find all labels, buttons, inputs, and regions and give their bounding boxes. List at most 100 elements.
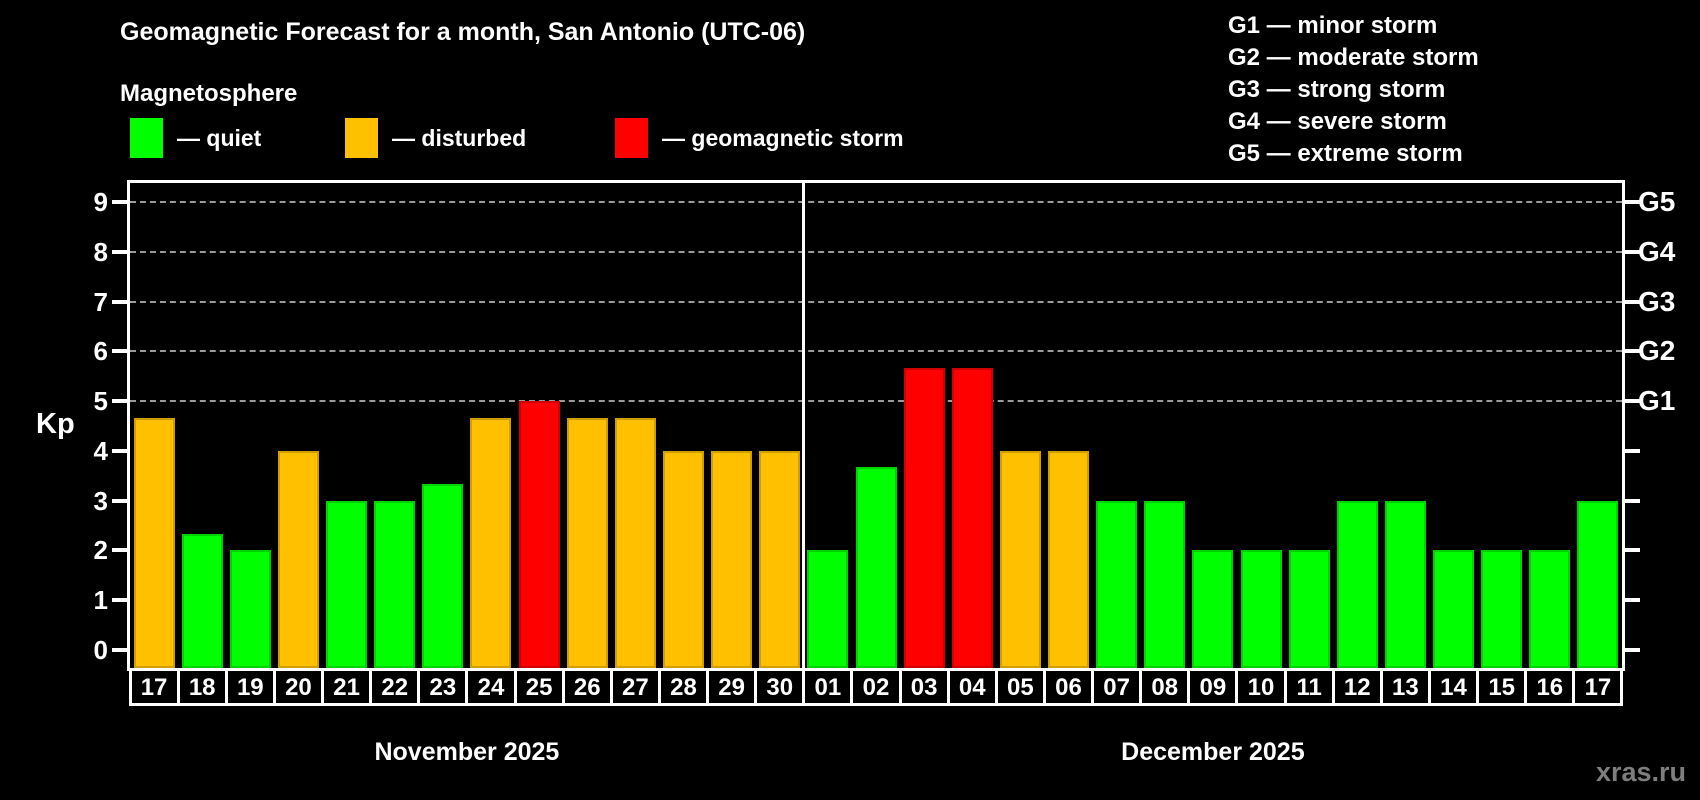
day-label-29: 16 (1524, 668, 1576, 706)
left-tick-kp2 (112, 548, 127, 553)
bar-day-10 (1240, 550, 1282, 668)
left-tick-kp7 (112, 299, 127, 304)
legend-label-quiet: — quiet (177, 124, 262, 151)
bar-day-25 (518, 401, 560, 668)
watermark: xras.ru (1595, 757, 1686, 787)
g-axis-label-g1: G1 (1638, 385, 1676, 417)
bar-day-06 (1048, 450, 1090, 668)
day-label-24: 11 (1283, 668, 1335, 706)
bar-day-02 (855, 467, 897, 668)
g-scale-legend: G1 — minor storm G2 — moderate storm G3 — … (1228, 10, 1479, 170)
legend-label-storm: — geomagnetic storm (662, 124, 904, 151)
day-label-9: 26 (561, 668, 613, 706)
day-label-11: 28 (657, 668, 710, 706)
day-label-23: 10 (1235, 668, 1287, 706)
y-tick-label-6: 6 (93, 336, 108, 367)
bar-day-04 (951, 367, 993, 668)
month-label-december: December 2025 (1121, 738, 1305, 766)
y-tick-label-9: 9 (93, 186, 108, 217)
gridline-kp6 (130, 350, 1622, 353)
y-tick-label-8: 8 (93, 236, 108, 267)
g-axis-label-g4: G4 (1638, 235, 1676, 267)
month-label-november: November 2025 (374, 738, 560, 766)
day-label-14: 01 (802, 668, 854, 706)
day-label-30: 17 (1572, 668, 1624, 706)
day-label-6: 23 (417, 668, 469, 706)
g-legend-line-2: G2 — moderate storm (1228, 44, 1479, 71)
day-label-10: 27 (609, 668, 661, 706)
month-separator (802, 183, 806, 668)
g-legend-line-4: G4 — severe storm (1228, 108, 1447, 135)
day-label-2: 19 (224, 668, 276, 706)
right-tick-kp0 (1625, 648, 1640, 652)
day-label-26: 13 (1379, 668, 1431, 706)
legend-item-storm: — geomagnetic storm (615, 118, 904, 158)
right-tick-kp7 (1625, 299, 1640, 304)
left-tick-kp8 (112, 249, 127, 254)
quiet-color-swatch (130, 118, 163, 158)
right-tick-kp9 (1625, 199, 1640, 204)
gridline-kp9 (130, 200, 1622, 203)
right-tick-kp1 (1625, 598, 1640, 603)
left-tick-kp3 (112, 498, 127, 503)
day-label-3: 20 (272, 668, 324, 706)
bar-day-05 (999, 450, 1041, 668)
chart-title: Geomagnetic Forecast for a month, San An… (120, 18, 806, 46)
day-label-22: 09 (1187, 668, 1239, 706)
plot-area (112, 180, 1640, 671)
day-label-27: 14 (1427, 668, 1480, 706)
right-tick-kp5 (1625, 399, 1640, 404)
left-tick-kp6 (112, 349, 127, 354)
bar-day-15 (1481, 550, 1523, 668)
day-label-0: 17 (128, 668, 180, 706)
day-label-8: 25 (513, 668, 565, 706)
left-tick-kp1 (112, 598, 127, 603)
bar-day-07 (1096, 500, 1138, 668)
day-label-21: 08 (1139, 668, 1191, 706)
bar-day-21 (326, 500, 368, 668)
legend-label-disturbed: — disturbed (392, 124, 527, 151)
y-tick-label-7: 7 (93, 286, 108, 317)
bar-day-18 (181, 534, 223, 668)
bar-day-14 (1433, 550, 1475, 668)
day-label-19: 06 (1042, 668, 1095, 706)
gridline-kp8 (130, 250, 1622, 253)
bar-day-12 (1336, 500, 1378, 668)
day-label-12: 29 (706, 668, 758, 706)
y-tick-label-4: 4 (93, 435, 108, 466)
day-label-20: 07 (1091, 668, 1143, 706)
day-label-25: 12 (1331, 668, 1383, 706)
day-label-16: 03 (898, 668, 950, 706)
bar-day-01 (807, 550, 849, 668)
bar-day-17 (1577, 500, 1619, 668)
g-legend-line-3: G3 — strong storm (1228, 76, 1446, 103)
y-tick-label-2: 2 (93, 535, 108, 566)
legend-item-quiet: — quiet (130, 118, 261, 158)
day-label-7: 24 (465, 668, 517, 706)
bar-day-08 (1144, 500, 1186, 668)
day-label-4: 21 (321, 668, 373, 706)
legend-item-disturbed: — disturbed (345, 118, 526, 158)
storm-color-swatch (615, 118, 648, 158)
day-label-18: 05 (994, 668, 1046, 706)
y-tick-label-0: 0 (93, 635, 108, 665)
day-label-17: 04 (946, 668, 998, 706)
right-tick-kp6 (1625, 349, 1640, 354)
bar-day-28 (662, 450, 704, 668)
y-tick-label-5: 5 (93, 386, 108, 417)
bar-day-30 (759, 450, 801, 668)
g-axis-label-g2: G2 (1638, 335, 1676, 367)
right-tick-kp2 (1625, 548, 1640, 553)
g-legend-line-1: G1 — minor storm (1228, 12, 1438, 39)
chart-subtitle: Magnetosphere (120, 80, 298, 107)
gridline-kp5 (130, 400, 1622, 403)
bar-day-16 (1529, 550, 1571, 668)
bar-day-29 (711, 450, 753, 668)
left-tick-kp4 (112, 448, 127, 453)
bar-day-20 (277, 450, 319, 668)
g-legend-line-5: G5 — extreme storm (1228, 140, 1463, 167)
bar-day-24 (470, 417, 512, 668)
y-axis-title: Kp (36, 408, 75, 440)
right-tick-kp3 (1625, 498, 1640, 503)
